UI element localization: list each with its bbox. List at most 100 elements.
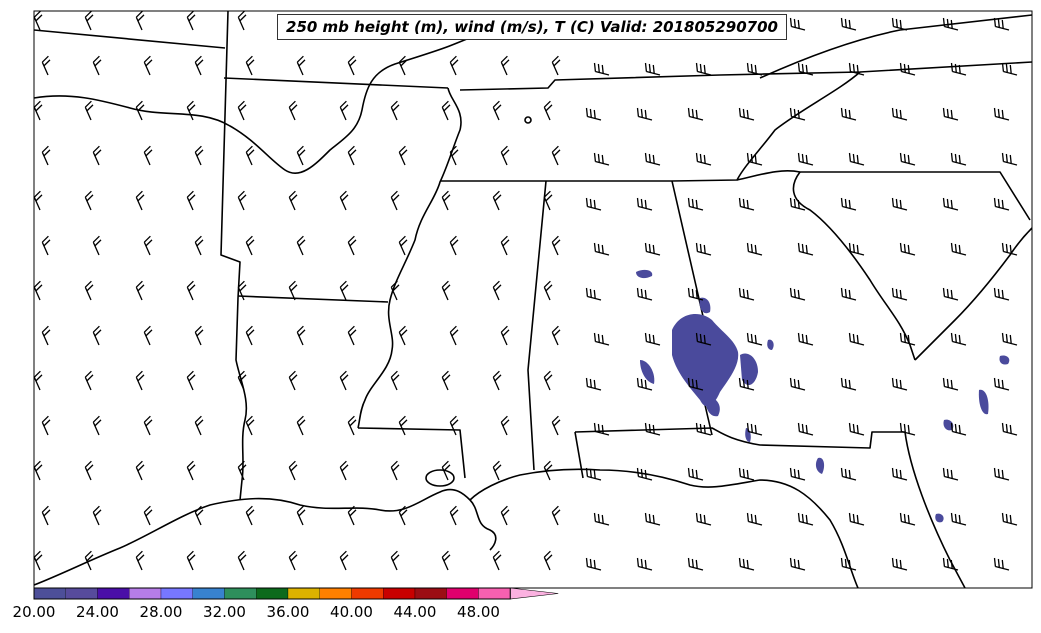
wind-barb (585, 287, 602, 301)
colorbar-tick-label: 36.00 (266, 603, 310, 621)
wind-barb (449, 145, 459, 166)
wind-barb (398, 325, 408, 346)
wind-barb (449, 505, 459, 526)
colorbar-segment (478, 587, 511, 600)
wind-barb (135, 550, 145, 571)
wind-barb (186, 280, 196, 301)
wind-barb (390, 460, 400, 481)
wind-barb (347, 235, 357, 256)
sc-ga-border (792, 171, 916, 361)
wind-barb (636, 467, 653, 481)
colorbar-segment (383, 587, 416, 600)
wind-barb (738, 467, 755, 481)
wind-barb (135, 10, 145, 31)
wind-barb (636, 557, 653, 571)
wind-barb (687, 557, 704, 571)
wind-barb (593, 512, 610, 526)
fl-border (574, 427, 905, 449)
wind-barb (789, 557, 806, 571)
wind-barb (695, 152, 712, 166)
la-ms-border (357, 427, 466, 479)
wind-barb (687, 197, 704, 211)
wind-barb (33, 280, 43, 301)
wind-barb (899, 512, 916, 526)
wind-barb (41, 55, 51, 76)
wind-barb (746, 422, 763, 436)
wind-barb (135, 100, 145, 121)
wind-barb (993, 107, 1010, 121)
wind-barb (296, 145, 306, 166)
wind-barb (543, 370, 553, 391)
wind-barb (186, 550, 196, 571)
wind-barb (789, 107, 806, 121)
wind-barb (339, 100, 349, 121)
wind-barb (398, 55, 408, 76)
wind-barb (441, 100, 451, 121)
wind-barb (1001, 242, 1018, 256)
wind-barb (92, 145, 102, 166)
tn-nc-border (671, 71, 861, 182)
wind-barb (993, 287, 1010, 301)
wind-barb (695, 512, 712, 526)
wind-barb (500, 325, 510, 346)
wind-barb (194, 325, 204, 346)
wind-barb (950, 62, 967, 76)
wind-barb (390, 100, 400, 121)
wind-barb (84, 190, 94, 211)
wind-barb (449, 55, 459, 76)
wind-barb (237, 370, 247, 391)
wind-barb (288, 100, 298, 121)
wind-barb (738, 557, 755, 571)
wind-barb (551, 415, 561, 436)
gulf-coastline (33, 468, 859, 589)
wind-barb (237, 550, 247, 571)
wind-barb (390, 190, 400, 211)
wind-barb (746, 242, 763, 256)
wind-barb (797, 332, 814, 346)
wind-barb (194, 235, 204, 256)
wind-barb (585, 467, 602, 481)
wind-barb (296, 235, 306, 256)
wind-barb (746, 152, 763, 166)
colorbar-tick-label: 40.00 (330, 603, 373, 621)
wind-barb (789, 287, 806, 301)
wind-barb (891, 197, 908, 211)
wind-barb (543, 460, 553, 481)
wind-barb (1001, 422, 1018, 436)
wind-barb (543, 280, 553, 301)
wind-barb (492, 550, 502, 571)
wind-barb (500, 145, 510, 166)
wind-barb (237, 10, 247, 31)
wind-barb (500, 55, 510, 76)
wind-barb (492, 370, 502, 391)
ky-tn-border (459, 61, 1033, 91)
wind-barb (398, 415, 408, 436)
wind-barb (390, 280, 400, 301)
wind-barb (644, 152, 661, 166)
colorbar-segment (160, 587, 193, 600)
wind-barb (41, 415, 51, 436)
wind-barb (449, 235, 459, 256)
wind-barb (899, 152, 916, 166)
colorbar-segment (446, 587, 479, 600)
wind-barb (339, 370, 349, 391)
wind-barb (636, 377, 653, 391)
wind-barb (942, 287, 959, 301)
wind-barb (746, 512, 763, 526)
wind-barb (1001, 152, 1018, 166)
wind-barb (143, 55, 153, 76)
wind-barb (33, 10, 43, 31)
wind-barb (398, 145, 408, 166)
wind-barb (950, 512, 967, 526)
wind-barb (636, 287, 653, 301)
wind-barb (593, 152, 610, 166)
wind-barb (644, 332, 661, 346)
wind-barb (942, 377, 959, 391)
wind-barb (288, 370, 298, 391)
wind-barb (899, 242, 916, 256)
wind-barb (593, 242, 610, 256)
wind-barb (993, 377, 1010, 391)
la-ar-border (237, 295, 389, 303)
wind-barb (186, 190, 196, 211)
